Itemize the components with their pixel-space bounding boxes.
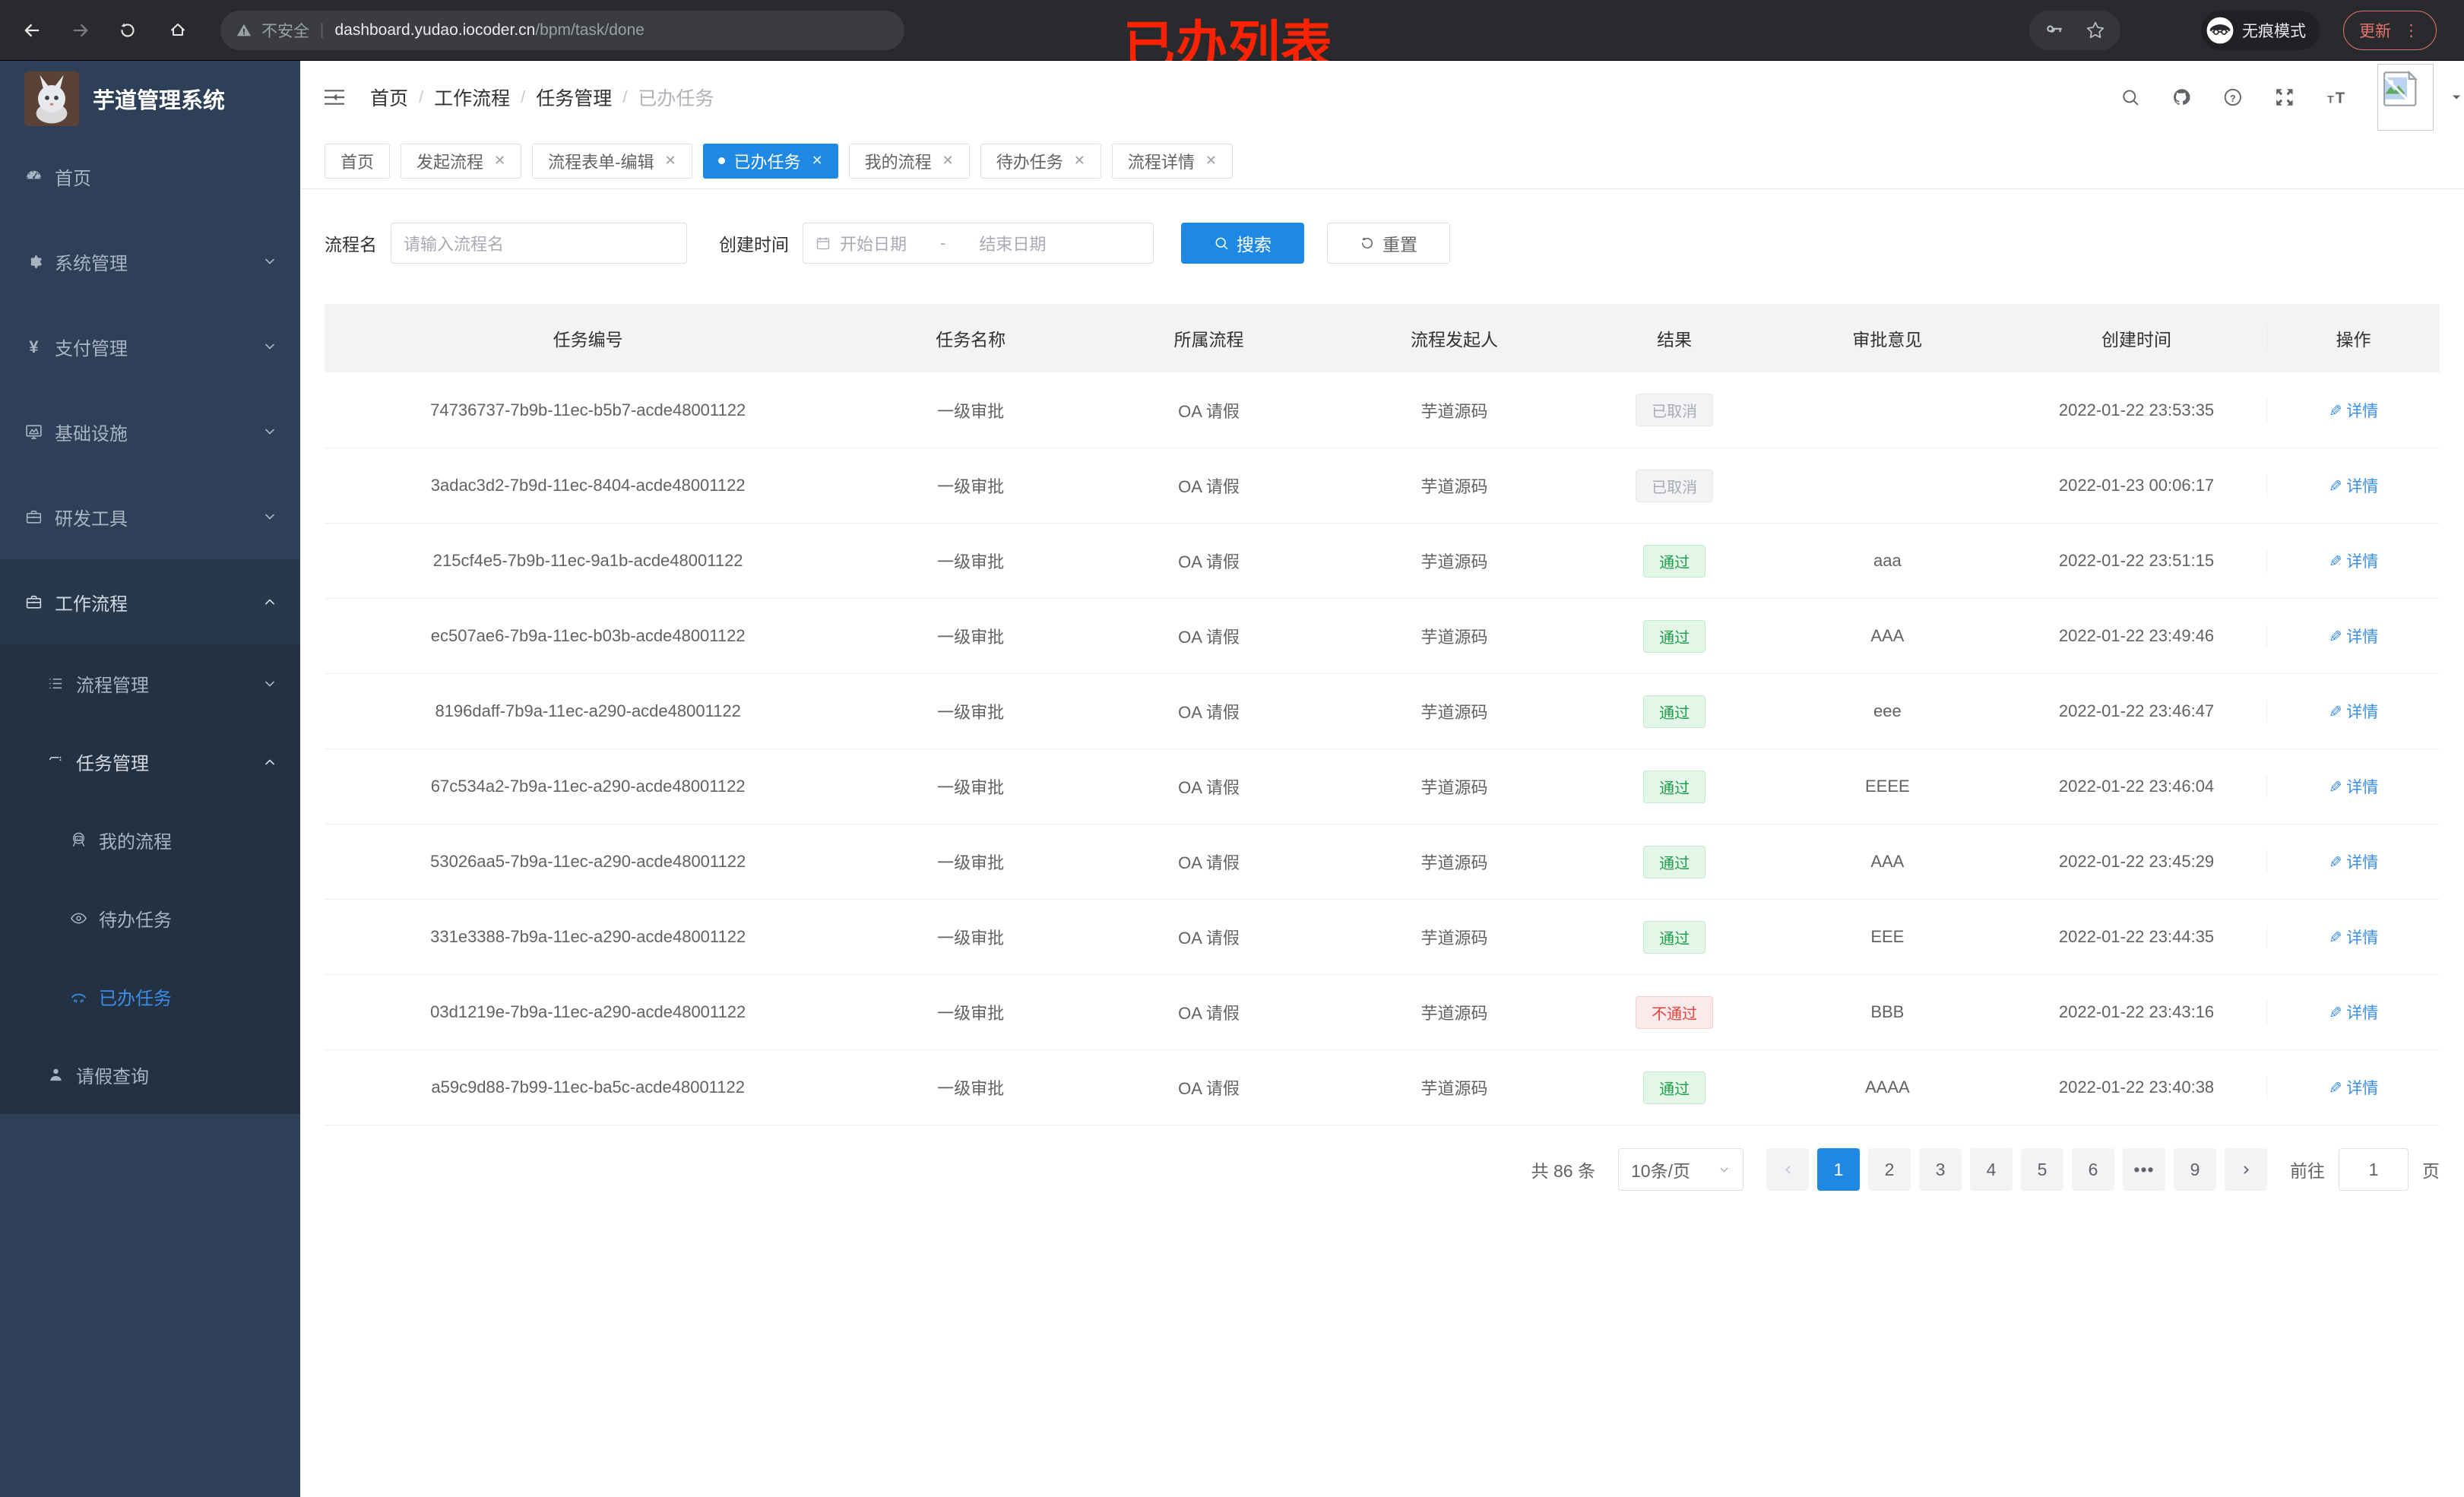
svg-text:T: T: [2335, 90, 2345, 106]
svg-text:?: ?: [2230, 93, 2236, 104]
svg-text:T: T: [2327, 93, 2334, 105]
svg-text:¥: ¥: [29, 337, 39, 356]
